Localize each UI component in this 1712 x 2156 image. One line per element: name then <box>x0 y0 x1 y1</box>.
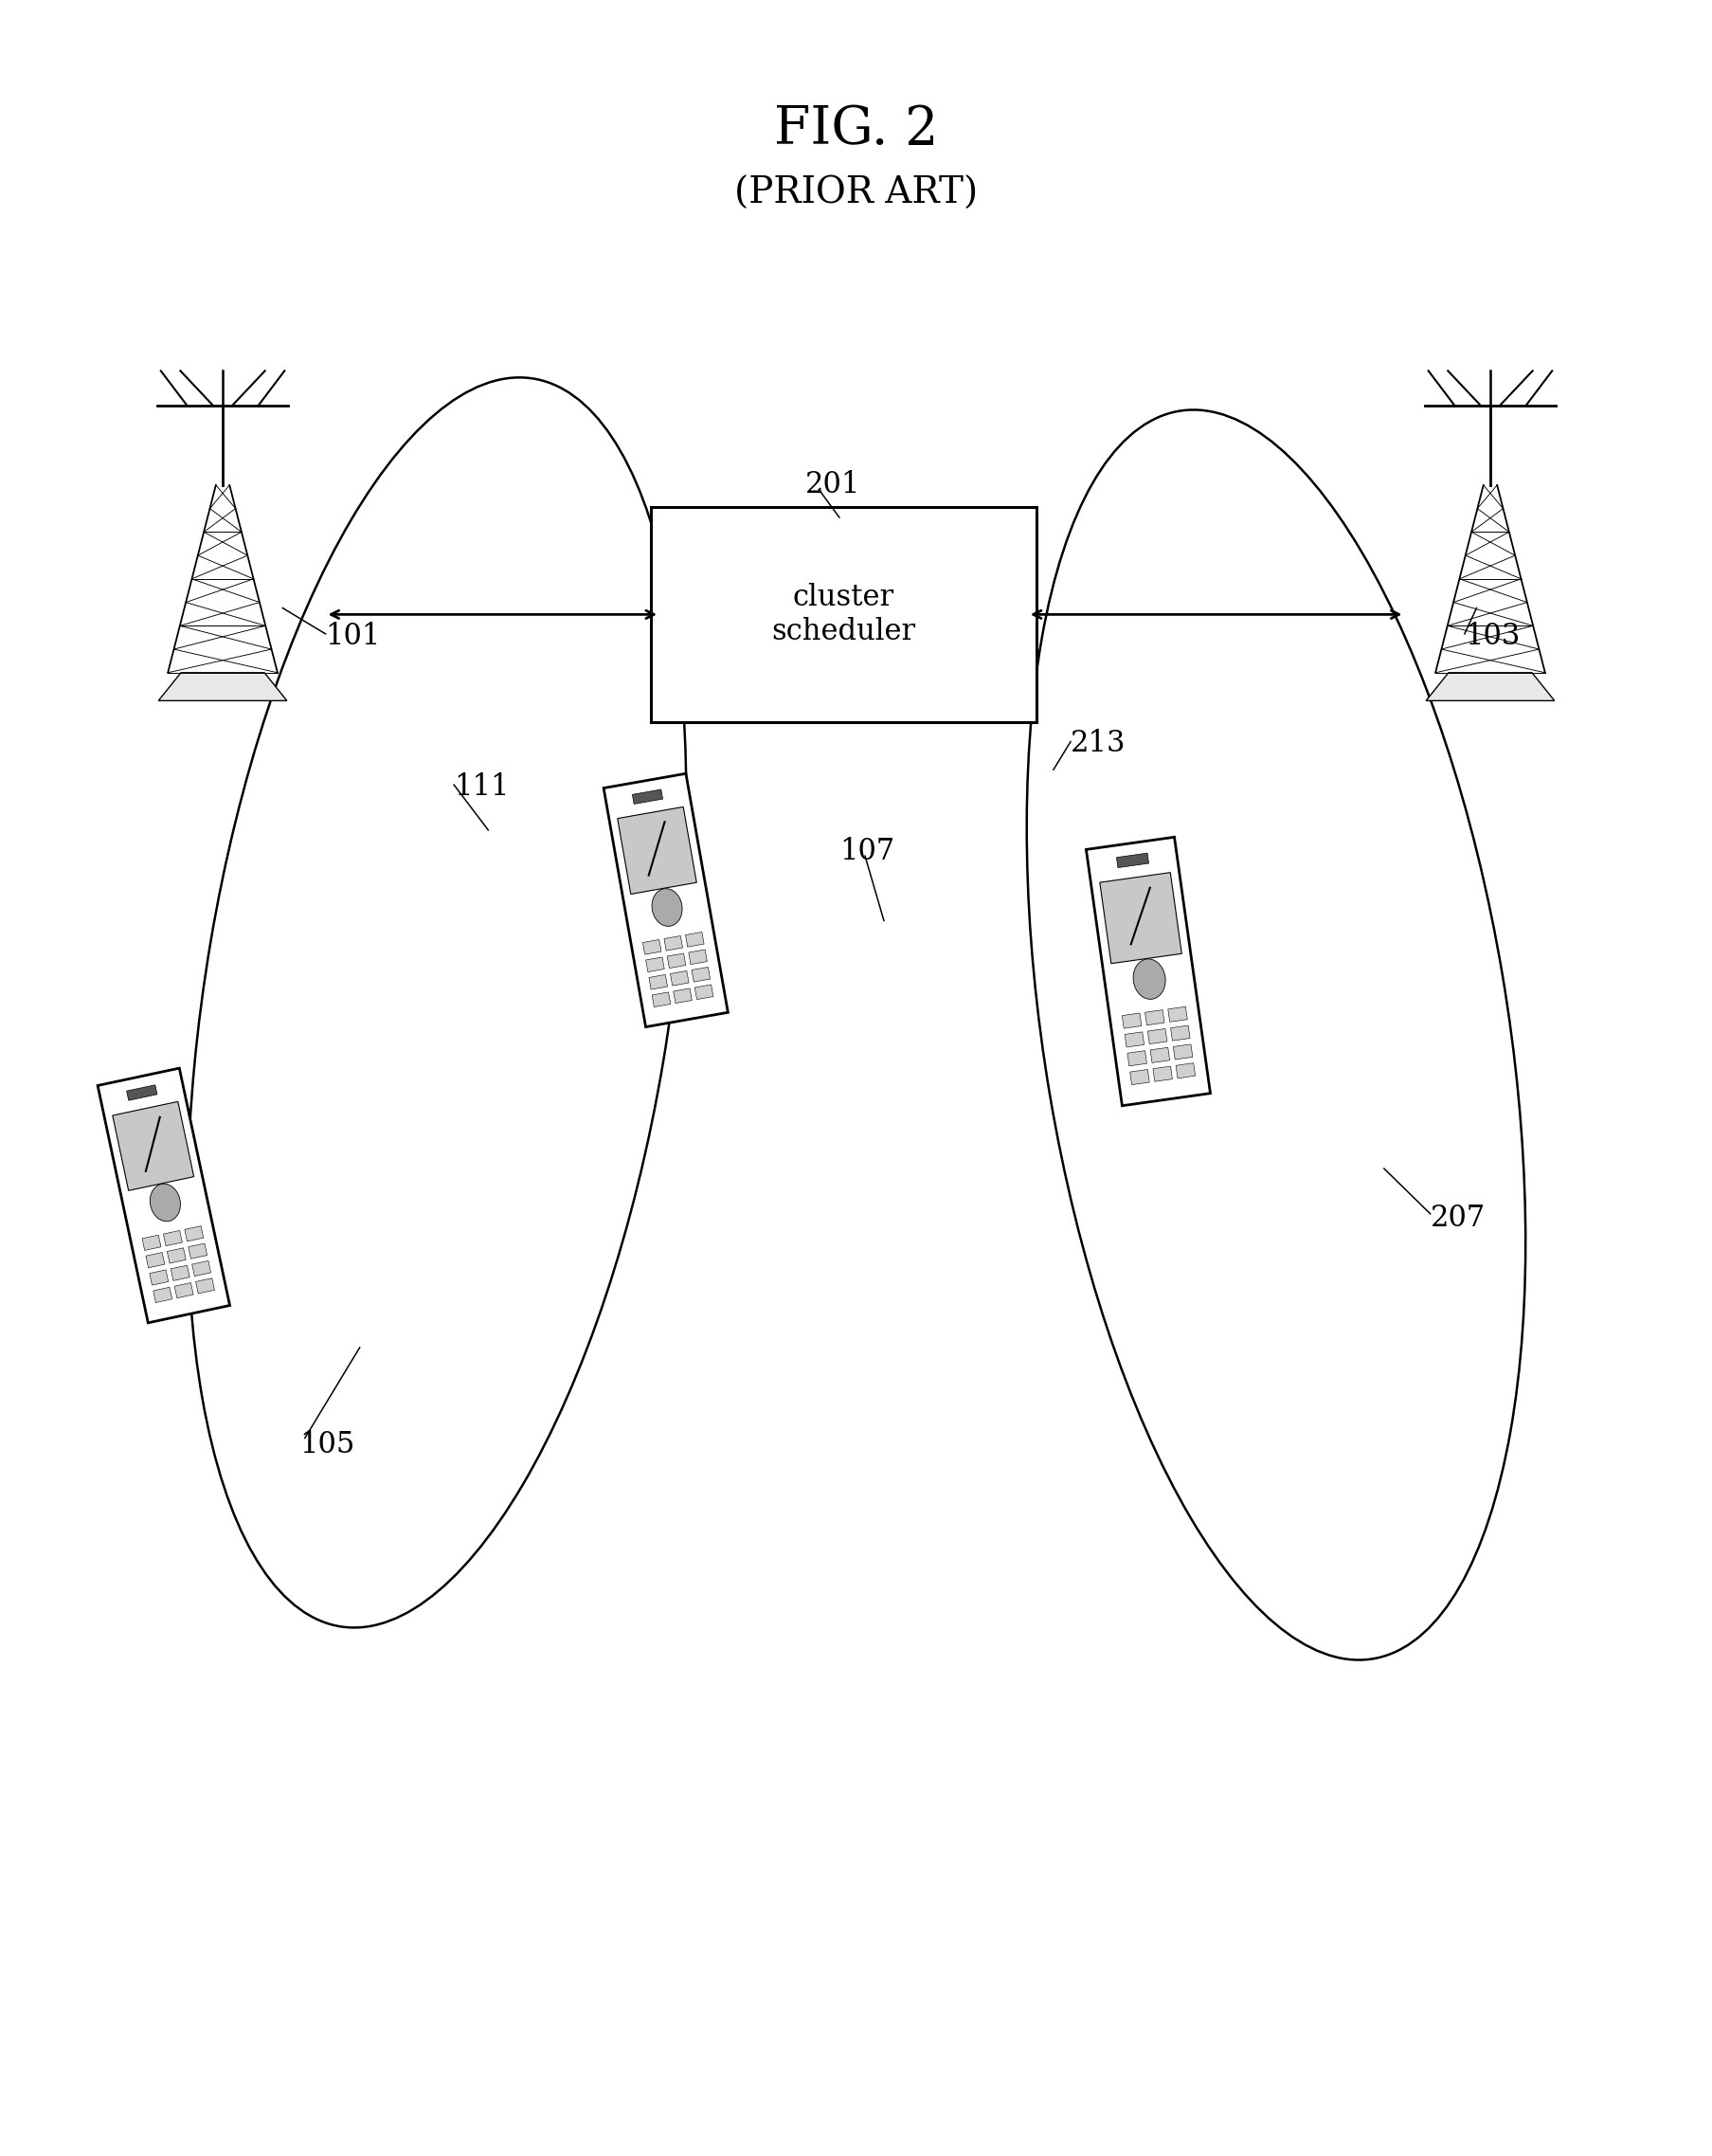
Polygon shape <box>664 936 683 951</box>
Polygon shape <box>695 985 712 1000</box>
Polygon shape <box>692 968 710 981</box>
Polygon shape <box>688 949 707 964</box>
Text: 207: 207 <box>1430 1203 1484 1233</box>
Polygon shape <box>1152 1067 1171 1082</box>
FancyBboxPatch shape <box>651 507 1036 722</box>
Polygon shape <box>163 1231 181 1246</box>
Polygon shape <box>188 1244 207 1259</box>
Polygon shape <box>1144 1009 1164 1024</box>
Polygon shape <box>168 1248 187 1263</box>
Polygon shape <box>649 975 668 990</box>
Text: (PRIOR ART): (PRIOR ART) <box>734 177 978 211</box>
Circle shape <box>652 888 681 927</box>
Polygon shape <box>1130 1069 1149 1084</box>
Polygon shape <box>1150 1048 1169 1063</box>
Polygon shape <box>98 1067 229 1324</box>
Polygon shape <box>1125 1033 1144 1048</box>
Polygon shape <box>1173 1044 1192 1059</box>
Polygon shape <box>1085 837 1210 1106</box>
Circle shape <box>151 1184 180 1222</box>
Polygon shape <box>1147 1028 1166 1044</box>
Polygon shape <box>673 987 692 1003</box>
Text: 213: 213 <box>1070 729 1125 759</box>
Circle shape <box>1133 959 1164 998</box>
Polygon shape <box>159 673 288 701</box>
Polygon shape <box>1174 1063 1195 1078</box>
Polygon shape <box>1169 1026 1190 1041</box>
Polygon shape <box>632 789 663 804</box>
Polygon shape <box>616 806 697 895</box>
Text: 107: 107 <box>839 837 894 867</box>
Text: cluster
scheduler: cluster scheduler <box>770 582 916 647</box>
Text: 111: 111 <box>454 772 508 802</box>
Polygon shape <box>142 1235 161 1250</box>
Polygon shape <box>603 774 728 1026</box>
Polygon shape <box>666 953 685 968</box>
Polygon shape <box>1424 673 1554 701</box>
Text: FIG. 2: FIG. 2 <box>774 103 938 155</box>
Polygon shape <box>152 1287 171 1302</box>
Polygon shape <box>652 992 669 1007</box>
Polygon shape <box>185 1227 204 1242</box>
Polygon shape <box>645 957 664 972</box>
Text: 201: 201 <box>805 470 859 500</box>
Polygon shape <box>642 940 661 955</box>
Polygon shape <box>1099 873 1181 964</box>
Polygon shape <box>1116 854 1149 867</box>
Polygon shape <box>195 1279 214 1294</box>
Polygon shape <box>1168 1007 1186 1022</box>
Polygon shape <box>1121 1013 1140 1028</box>
Polygon shape <box>1126 1050 1145 1065</box>
Polygon shape <box>192 1261 211 1276</box>
Text: 103: 103 <box>1464 621 1519 651</box>
Text: 101: 101 <box>325 621 380 651</box>
Polygon shape <box>685 931 704 946</box>
Polygon shape <box>113 1102 193 1190</box>
Polygon shape <box>669 970 688 985</box>
Text: 105: 105 <box>300 1429 354 1460</box>
Polygon shape <box>171 1266 190 1281</box>
Polygon shape <box>175 1283 193 1298</box>
Polygon shape <box>127 1084 158 1100</box>
Polygon shape <box>146 1253 164 1268</box>
Polygon shape <box>149 1270 168 1285</box>
